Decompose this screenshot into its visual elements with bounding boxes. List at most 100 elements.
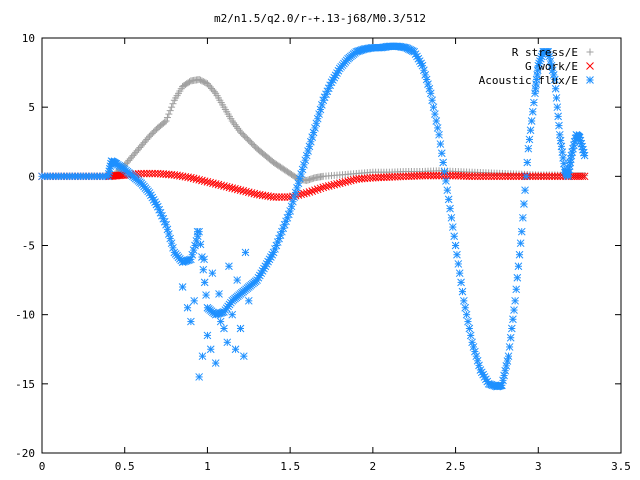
data-point xyxy=(490,172,499,181)
data-point xyxy=(301,156,310,165)
series-1 xyxy=(38,169,589,201)
data-point xyxy=(228,310,237,319)
data-point xyxy=(225,262,233,271)
y-tick-label: -15 xyxy=(15,378,35,391)
x-tick-label: 2.5 xyxy=(446,460,466,473)
data-point xyxy=(199,265,208,274)
data-point xyxy=(517,227,526,236)
data-point xyxy=(189,246,198,254)
data-point xyxy=(422,75,431,84)
data-point xyxy=(454,260,463,268)
data-point xyxy=(515,172,523,181)
data-point xyxy=(473,356,482,365)
data-point xyxy=(498,172,507,181)
y-tick-label: -5 xyxy=(22,240,35,253)
data-point xyxy=(501,366,510,375)
data-point xyxy=(451,241,460,250)
data-point xyxy=(468,172,476,181)
data-point xyxy=(550,172,559,181)
data-point xyxy=(545,172,554,181)
data-point xyxy=(308,133,317,141)
data-point xyxy=(475,361,483,370)
data-point xyxy=(287,202,296,211)
data-point xyxy=(317,101,326,109)
x-tick-label: 0 xyxy=(39,460,46,473)
data-point xyxy=(512,285,521,294)
legend-marker xyxy=(586,62,594,70)
data-point xyxy=(188,250,197,259)
data-point xyxy=(518,213,527,222)
data-point xyxy=(444,195,453,204)
data-point xyxy=(462,310,471,319)
data-point xyxy=(495,172,504,181)
data-point xyxy=(503,357,512,365)
data-point xyxy=(473,172,482,181)
data-point xyxy=(239,352,248,361)
data-point xyxy=(507,324,516,333)
data-point xyxy=(140,169,148,178)
data-point xyxy=(236,324,245,333)
data-point xyxy=(198,352,207,361)
data-point xyxy=(429,103,438,112)
data-point xyxy=(290,193,299,201)
data-point xyxy=(278,193,286,201)
data-point xyxy=(291,188,300,197)
data-point xyxy=(493,172,501,181)
data-point xyxy=(269,193,278,201)
data-point xyxy=(210,88,218,96)
data-point xyxy=(313,185,322,194)
data-point xyxy=(211,359,220,367)
series-2 xyxy=(38,42,589,391)
data-point xyxy=(515,250,524,259)
data-point xyxy=(512,172,521,181)
data-point xyxy=(306,137,315,146)
data-point xyxy=(455,269,464,278)
data-point xyxy=(446,171,454,180)
data-point xyxy=(304,147,312,155)
data-point xyxy=(169,100,177,108)
data-point xyxy=(300,160,308,169)
data-point xyxy=(527,117,536,125)
chart-title: m2/n1.5/q2.0/r-+.13-j68/M0.3/512 xyxy=(214,12,426,25)
data-point xyxy=(484,172,493,181)
data-point xyxy=(500,371,508,380)
data-point xyxy=(142,169,151,178)
data-point xyxy=(418,61,427,70)
data-point xyxy=(554,112,562,121)
data-point xyxy=(420,66,428,75)
data-point xyxy=(523,158,532,167)
data-point xyxy=(167,239,176,248)
data-point xyxy=(468,338,476,347)
data-point xyxy=(499,376,507,385)
data-point xyxy=(148,169,157,178)
data-point xyxy=(459,296,468,305)
y-tick-label: -10 xyxy=(15,309,35,322)
x-tick-label: 1 xyxy=(204,460,211,473)
data-point xyxy=(272,193,281,201)
data-point xyxy=(275,193,283,201)
data-point xyxy=(504,352,513,361)
data-point xyxy=(305,142,314,151)
y-tick-label: 0 xyxy=(28,170,35,183)
data-point xyxy=(556,136,565,145)
data-point xyxy=(202,291,210,299)
data-point xyxy=(293,184,301,192)
data-point xyxy=(163,114,171,122)
data-point xyxy=(501,172,510,181)
data-point xyxy=(183,303,192,312)
data-point xyxy=(424,171,432,180)
y-tick-label: 5 xyxy=(28,101,35,114)
data-point xyxy=(510,306,518,314)
data-point xyxy=(208,269,217,278)
data-point xyxy=(471,172,479,181)
data-point xyxy=(531,172,540,181)
data-point xyxy=(472,352,481,361)
data-point xyxy=(297,170,306,178)
data-point xyxy=(435,130,443,139)
data-point xyxy=(545,52,554,61)
data-point xyxy=(502,361,511,370)
data-point xyxy=(428,96,436,105)
data-point xyxy=(425,84,434,93)
data-point xyxy=(215,290,223,298)
